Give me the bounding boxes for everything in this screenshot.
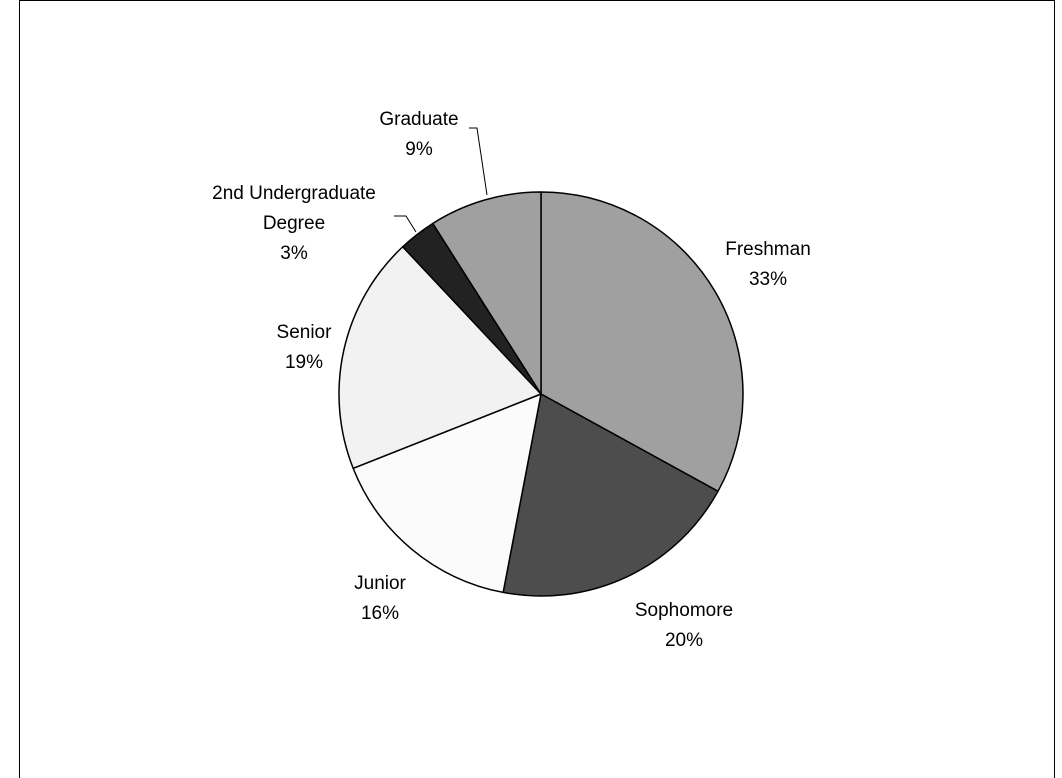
slice-value-senior: 19% — [285, 352, 323, 373]
leader-line-2nd-undergraduate-degree — [394, 215, 417, 233]
slice-label-sophomore: Sophomore — [635, 600, 733, 621]
pie-slice-graduate — [432, 191, 542, 395]
pie-slice-senior — [338, 246, 542, 470]
pie-slice-junior — [352, 393, 542, 594]
slice-value-junior: 16% — [361, 603, 399, 624]
leader-lines — [394, 127, 488, 233]
slice-labels: Freshman 33% Sophomore 20% Junior 16% Senior 19… — [212, 109, 811, 651]
pie-slice-freshman — [540, 191, 744, 493]
slice-value-graduate: 9% — [405, 139, 433, 160]
slice-value-sophomore: 20% — [665, 630, 703, 651]
slice-label-graduate: Graduate — [379, 109, 458, 130]
slice-label-freshman: Freshman — [725, 239, 811, 260]
slice-label-2nd-undergraduate-degree-1: 2nd Undergraduate — [212, 183, 376, 204]
slice-label-2nd-undergraduate-degree-2: Degree — [263, 213, 325, 234]
slice-value-freshman: 33% — [749, 269, 787, 290]
slice-label-junior: Junior — [354, 573, 406, 594]
leader-line-graduate — [469, 127, 488, 196]
pie-slice-sophomore — [502, 393, 719, 597]
slice-label-senior: Senior — [277, 322, 333, 343]
pie-slices — [338, 191, 744, 597]
slice-value-2nd-undergraduate-degree: 3% — [280, 243, 308, 264]
